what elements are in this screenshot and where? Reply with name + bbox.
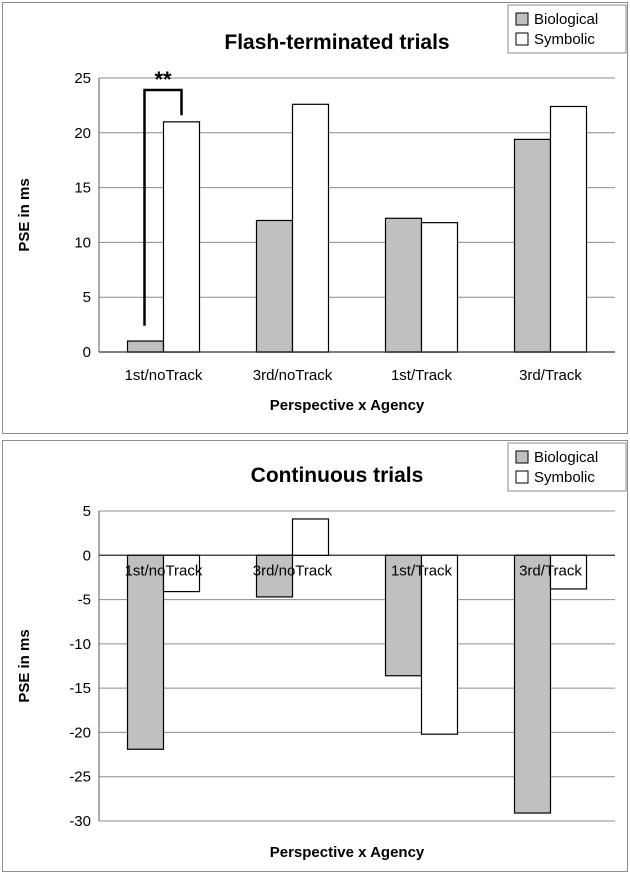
legend: Biological Symbolic <box>507 442 627 492</box>
y-tick-label: 20 <box>74 125 91 142</box>
x-tick-label: 3rd/Track <box>519 367 582 384</box>
y-tick-label: -25 <box>69 769 91 786</box>
legend-label-symbolic: Symbolic <box>534 31 595 48</box>
bar-biological-1st-track <box>384 217 423 353</box>
bar-symbolic-1st-notrack <box>162 121 201 353</box>
y-tick-label: -10 <box>69 636 91 653</box>
x-tick-label: 3rd/Track <box>519 562 582 579</box>
y-tick-label: -20 <box>69 724 91 741</box>
legend-swatch-biological <box>515 12 529 26</box>
y-tick-label: -5 <box>78 592 91 609</box>
y-tick-label: 0 <box>83 547 91 564</box>
significance-bracket <box>143 88 183 326</box>
x-tick-label: 1st/Track <box>391 367 453 384</box>
legend-label-symbolic: Symbolic <box>534 469 595 486</box>
chart-title: Flash-terminated trials <box>224 31 449 54</box>
bar-symbolic-1st-track <box>420 554 459 735</box>
x-tick-label: 3rd/noTrack <box>253 367 333 384</box>
bar-biological-3rd-track <box>513 554 552 814</box>
bar-symbolic-3rd-track <box>549 105 588 353</box>
y-tick-label: 5 <box>83 289 91 306</box>
bar-symbolic-3rd-notrack <box>291 518 330 556</box>
bar-biological-3rd-notrack <box>255 554 294 598</box>
x-tick-label: 1st/noTrack <box>125 562 203 579</box>
y-axis-title: PSE in ms <box>16 178 33 251</box>
y-tick-label: 25 <box>74 70 91 87</box>
bar-biological-1st-notrack <box>126 554 165 750</box>
legend-label-biological: Biological <box>534 449 598 466</box>
x-tick-label: 3rd/noTrack <box>253 562 333 579</box>
legend-label-biological: Biological <box>534 11 598 28</box>
legend-swatch-symbolic <box>515 470 529 484</box>
y-tick-label: 15 <box>74 180 91 197</box>
y-tick-label: -30 <box>69 813 91 830</box>
y-tick-label: 10 <box>74 234 91 251</box>
x-axis-title: Perspective x Agency <box>270 844 425 861</box>
chart-title: Continuous trials <box>251 464 424 487</box>
bar-biological-3rd-track <box>513 138 552 353</box>
y-tick-label: -15 <box>69 680 91 697</box>
bar-symbolic-1st-track <box>420 222 459 353</box>
continuous-chart-panel: Continuous trials -30 -25 -20 -15 -10 -5 0 5 1st/… <box>2 440 628 872</box>
legend-swatch-biological <box>515 450 529 464</box>
legend-swatch-symbolic <box>515 32 529 46</box>
bar-symbolic-3rd-notrack <box>291 103 330 353</box>
flash-terminated-chart: Flash-terminated trials 0 5 10 15 20 25 1st/noT… <box>16 4 627 414</box>
x-tick-label: 1st/Track <box>391 562 453 579</box>
bar-symbolic-3rd-track <box>549 554 588 590</box>
y-axis-title: PSE in ms <box>16 629 33 702</box>
bar-biological-3rd-notrack <box>255 219 294 353</box>
continuous-chart: Continuous trials -30 -25 -20 -15 -10 -5 0 5 1st/… <box>16 442 627 861</box>
bar-symbolic-1st-notrack <box>162 554 201 593</box>
bar-biological-1st-notrack <box>126 340 165 353</box>
y-tick-label: 0 <box>83 344 91 361</box>
bar-biological-1st-track <box>384 554 423 677</box>
x-axis-title: Perspective x Agency <box>270 397 425 414</box>
x-tick-label: 1st/noTrack <box>125 367 203 384</box>
significance-annotation: ** <box>154 67 172 92</box>
y-tick-label: 5 <box>83 503 91 520</box>
flash-terminated-chart-panel: Flash-terminated trials 0 5 10 15 20 25 1st/noT… <box>2 2 628 434</box>
legend: Biological Symbolic <box>507 4 627 54</box>
